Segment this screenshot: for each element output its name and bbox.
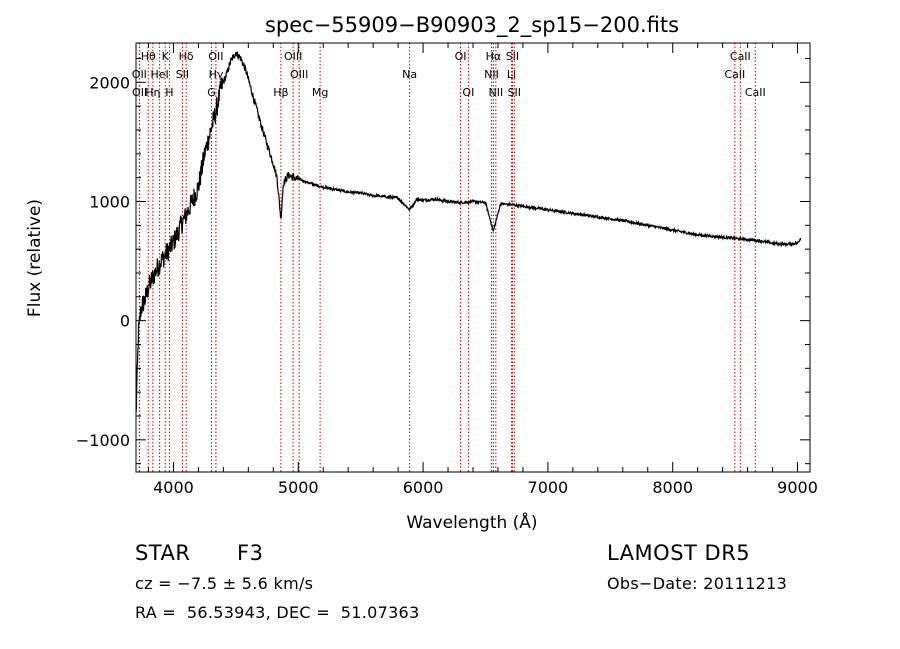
marker-label-13: OIII <box>290 68 308 81</box>
observation-date: Obs−Date: 20111213 <box>607 574 788 593</box>
marker-label-7: SII <box>506 50 519 63</box>
x-tick-label-4: 8000 <box>652 478 693 497</box>
marker-label-12: Hγ <box>209 68 224 81</box>
marker-label-27: CaII <box>745 86 766 99</box>
marker-label-25: NII <box>488 86 503 99</box>
marker-label-5: OI <box>455 50 467 63</box>
marker-label-11: SII <box>176 68 189 81</box>
coordinates: RA = 56.53943, DEC = 51.07363 <box>135 603 420 622</box>
x-tick-label-2: 6000 <box>403 478 444 497</box>
spectrum-line <box>135 51 802 413</box>
chart-title: spec−55909−B90903_2_sp15−200.fits <box>265 13 679 38</box>
marker-label-26: SII <box>508 86 521 99</box>
marker-label-21: G <box>207 86 216 99</box>
marker-label-0: Hθ <box>141 50 156 63</box>
axis-ticks: 4000 5000 6000 7000 8000 9000 −1000 0 1000 2000 <box>76 43 818 497</box>
x-tick-label-0: 4000 <box>153 478 194 497</box>
marker-label-15: NII <box>484 68 499 81</box>
marker-label-3: OII <box>208 50 223 63</box>
marker-label-2: Hδ <box>179 50 194 63</box>
marker-label-4: OIII <box>284 50 302 63</box>
x-tick-label-5: 9000 <box>777 478 818 497</box>
marker-label-1: K <box>162 50 170 63</box>
marker-label-8: CaII <box>730 50 751 63</box>
y-axis-label: Flux (relative) <box>25 199 45 317</box>
y-tick-label-0: −1000 <box>76 431 130 450</box>
marker-label-22: Hβ <box>273 86 288 99</box>
marker-label-10: HeI <box>150 68 168 81</box>
marker-label-23: Mg <box>312 86 328 99</box>
redshift-velocity: cz = −7.5 ± 5.6 km/s <box>135 574 314 593</box>
marker-label-16: Li <box>507 68 516 81</box>
y-tick-label-3: 2000 <box>89 73 130 92</box>
marker-label-6: Hα <box>486 50 502 63</box>
marker-label-24: OI <box>462 86 474 99</box>
marker-label-14: Na <box>402 68 417 81</box>
x-tick-label-1: 5000 <box>278 478 319 497</box>
y-tick-label-1: 0 <box>120 312 130 331</box>
marker-label-19: Hη <box>145 86 160 99</box>
marker-label-17: CaII <box>724 68 745 81</box>
object-type: STAR <box>135 541 191 565</box>
spectral-subclass: F3 <box>237 541 264 565</box>
x-axis-label: Wavelength (Å) <box>406 511 537 533</box>
survey-name: LAMOST DR5 <box>607 541 751 565</box>
plot-frame <box>135 42 811 473</box>
y-tick-label-2: 1000 <box>89 192 130 211</box>
x-tick-label-3: 7000 <box>528 478 569 497</box>
marker-label-20: H <box>165 86 173 99</box>
